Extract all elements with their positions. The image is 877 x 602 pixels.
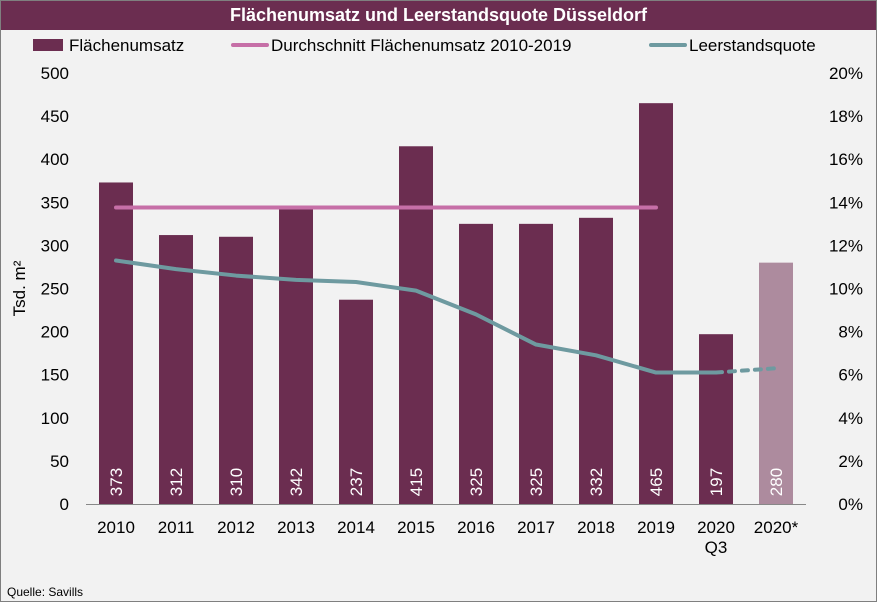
y-tick-label: 0	[60, 495, 69, 514]
x-tick-label: 2017	[517, 518, 555, 537]
y-right-tick-label: 20%	[829, 64, 863, 83]
bar-value-label: 312	[167, 468, 186, 496]
x-tick-label: 2020*	[754, 518, 799, 537]
y-right-tick-label: 8%	[838, 323, 863, 342]
x-tick-label: 2018	[577, 518, 615, 537]
bar	[699, 334, 733, 504]
bar-value-label: 342	[287, 468, 306, 496]
bar	[279, 209, 313, 505]
x-tick-label: 2013	[277, 518, 315, 537]
bar-value-label: 280	[767, 468, 786, 496]
x-tick-label: 2015	[397, 518, 435, 537]
y-tick-label: 350	[41, 193, 69, 212]
legend-label: Leerstandsquote	[689, 36, 816, 55]
vacancy-line-forecast	[714, 366, 778, 375]
chart-title: Flächenumsatz und Leerstandsquote Düssel…	[1, 1, 876, 30]
bar	[579, 217, 613, 505]
x-tick-label: 2012	[217, 518, 255, 537]
legend-swatch	[33, 39, 63, 51]
bar	[99, 182, 133, 504]
bar	[459, 223, 493, 504]
bar	[759, 262, 793, 504]
bar	[339, 299, 373, 504]
y-right-tick-label: 18%	[829, 107, 863, 126]
x-tick-label: 2019	[637, 518, 675, 537]
bar-value-label: 332	[587, 468, 606, 496]
x-tick-label: 2010	[97, 518, 135, 537]
y-tick-label: 450	[41, 107, 69, 126]
legend-label: Flächenumsatz	[69, 36, 184, 55]
y-right-tick-label: 0%	[838, 495, 863, 514]
x-tick-label: 2020	[697, 518, 735, 537]
y-right-tick-label: 4%	[838, 409, 863, 428]
y-tick-label: 100	[41, 409, 69, 428]
bar-value-label: 237	[347, 468, 366, 496]
bar	[639, 103, 673, 505]
y-right-tick-label: 10%	[829, 280, 863, 299]
y-tick-label: 50	[50, 452, 69, 471]
bar	[399, 146, 433, 504]
y-right-tick-label: 6%	[838, 366, 863, 385]
source-note: Quelle: Savills	[7, 585, 84, 599]
y-tick-label: 200	[41, 323, 69, 342]
bar	[159, 235, 193, 504]
bar-value-label: 325	[527, 468, 546, 496]
bar-value-label: 197	[707, 468, 726, 496]
y-tick-label: 150	[41, 366, 69, 385]
bar	[519, 223, 553, 504]
bar	[219, 236, 253, 504]
y-right-tick-label: 2%	[838, 452, 863, 471]
y-right-tick-label: 14%	[829, 193, 863, 212]
bar-value-label: 310	[227, 468, 246, 496]
y-right-tick-label: 16%	[829, 150, 863, 169]
y-tick-label: 250	[41, 280, 69, 299]
bar-value-label: 465	[647, 468, 666, 496]
y-tick-label: 300	[41, 236, 69, 255]
y-axis-label: Tsd. m²	[10, 260, 29, 316]
x-tick-label: Q3	[705, 538, 728, 557]
x-tick-label: 2016	[457, 518, 495, 537]
bar-value-label: 373	[107, 468, 126, 496]
x-tick-label: 2011	[158, 518, 195, 537]
bar-value-label: 325	[467, 468, 486, 496]
vacancy-line	[114, 258, 718, 375]
bar-value-label: 415	[407, 468, 426, 496]
y-right-tick-label: 12%	[829, 236, 863, 255]
y-tick-label: 500	[41, 64, 69, 83]
legend-label: Durchschnitt Flächenumsatz 2010-2019	[271, 36, 572, 55]
y-tick-label: 400	[41, 150, 69, 169]
x-tick-label: 2014	[337, 518, 375, 537]
